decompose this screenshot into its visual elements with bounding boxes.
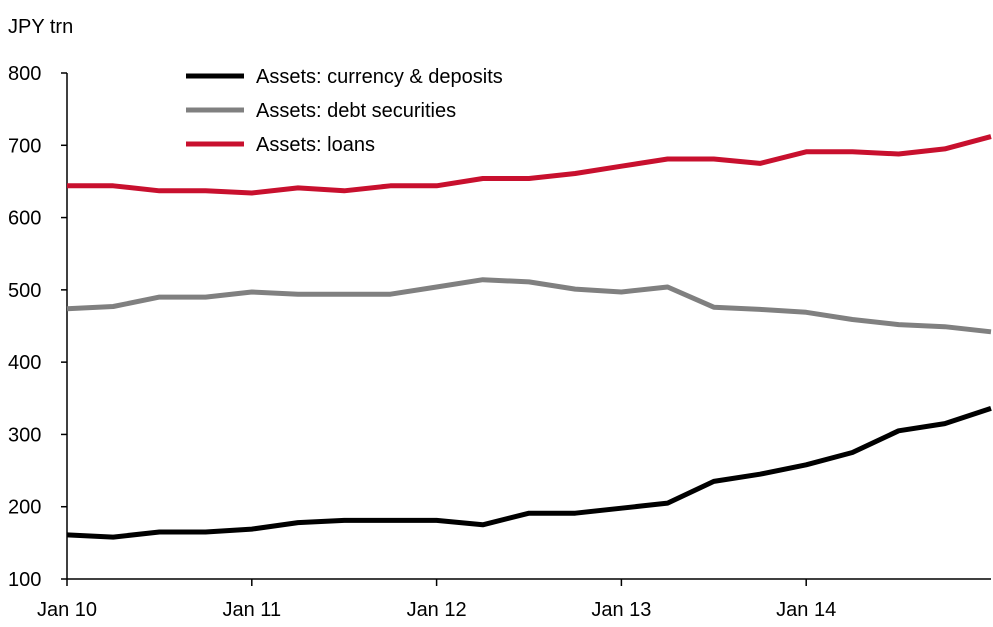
legend-label-1: Assets: currency & deposits (256, 66, 503, 88)
x-tick-label: Jan 12 (407, 599, 467, 621)
series-layer (66, 134, 992, 540)
y-tick-label: 800 (8, 63, 41, 85)
y-tick-label: 300 (8, 424, 41, 446)
y-tick-label: 400 (8, 352, 41, 374)
legend-label-2: Assets: debt securities (256, 100, 456, 122)
y-tick-label: 700 (8, 135, 41, 157)
legend-label-3: Assets: loans (256, 134, 375, 156)
y-tick-label: 500 (8, 280, 41, 302)
x-tick-label: Jan 13 (591, 599, 651, 621)
axes: 100 200 300 400 500 600 700 800 Jan 10 Jan 11 Jan … (8, 63, 991, 621)
x-tick-label: Jan 14 (776, 599, 836, 621)
series-line-1 (66, 406, 992, 540)
series-line-3 (67, 134, 992, 196)
x-tick-label: Jan 10 (37, 599, 97, 621)
y-tick-label: 600 (8, 208, 41, 230)
legend: Assets: currency & deposits Assets: debt … (186, 66, 503, 156)
series-line-2 (66, 277, 992, 335)
x-tick-label: Jan 11 (223, 599, 282, 621)
y-axis-unit-label: JPY trn (8, 16, 73, 38)
y-tick-label: 200 (8, 497, 41, 519)
y-tick-label: 100 (8, 569, 41, 591)
